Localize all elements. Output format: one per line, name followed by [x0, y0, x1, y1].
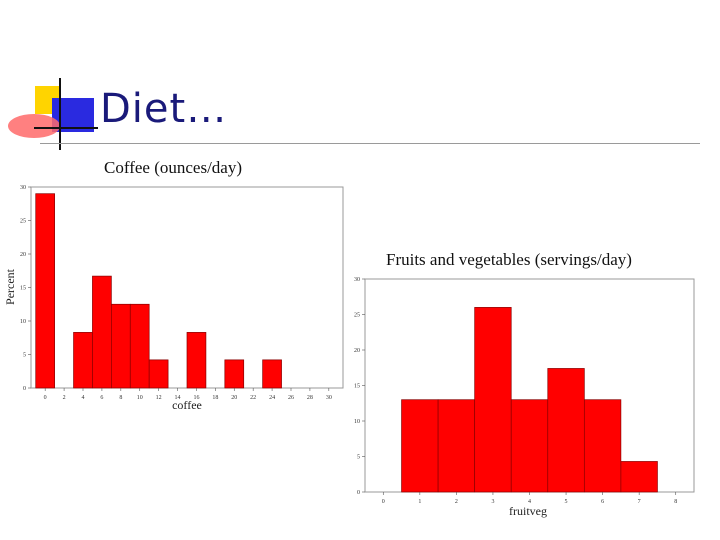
fruitveg-x-tick-label: 1: [418, 499, 421, 505]
coffee-x-tick-label: 10: [137, 395, 143, 401]
fruitveg-x-tick-label: 7: [638, 499, 641, 505]
coffee-bar: [35, 193, 55, 389]
fruitveg-x-tick-label: 5: [565, 499, 568, 505]
coffee-x-tick-label: 16: [193, 395, 199, 401]
slide-title: Diet…: [100, 86, 228, 132]
coffee-x-tick-label: 24: [269, 395, 275, 401]
fruitveg-y-tick-label: 20: [354, 348, 360, 354]
coffee-y-tick-label: 0: [23, 386, 26, 392]
coffee-y-tick-label: 30: [20, 185, 26, 191]
fruitveg-y-tick-label: 5: [357, 455, 360, 461]
coffee-bar: [73, 332, 93, 389]
coffee-x-tick-label: 18: [212, 395, 218, 401]
fruitveg-x-axis-label: fruitveg: [509, 504, 547, 518]
coffee-bar: [129, 303, 150, 389]
coffee-y-tick-label: 10: [20, 319, 26, 325]
template-logo-graphic: [8, 78, 98, 150]
fruitveg-bar: [583, 399, 622, 493]
coffee-bar: [92, 275, 112, 389]
fruitveg-x-tick-label: 6: [601, 499, 604, 505]
coffee-y-tick-label: 5: [23, 353, 26, 359]
coffee-bar: [111, 303, 131, 389]
coffee-x-tick-label: 30: [326, 395, 332, 401]
fruitveg-x-tick-label: 2: [455, 499, 458, 505]
coffee-y-tick-label: 20: [20, 252, 26, 258]
fruitveg-x-tick-label: 4: [528, 499, 531, 505]
coffee-x-tick-label: 14: [175, 395, 181, 401]
coffee-bar: [224, 359, 245, 389]
coffee-y-tick-label: 25: [20, 219, 26, 225]
fruitveg-y-tick-label: 15: [354, 384, 360, 390]
fruitveg-bar: [510, 399, 549, 493]
coffee-x-tick-label: 12: [156, 395, 162, 401]
coffee-y-tick-label: 15: [20, 286, 26, 292]
fruitveg-x-tick-label: 0: [382, 499, 385, 505]
fruitveg-bar: [474, 307, 512, 493]
coffee-x-tick-label: 0: [44, 395, 47, 401]
fruitveg-bar: [437, 399, 476, 493]
coffee-bar: [186, 332, 207, 389]
coffee-bar: [262, 359, 282, 389]
fruitveg-bar: [547, 368, 585, 493]
coffee-x-tick-label: 20: [231, 395, 237, 401]
fruitveg-y-tick-label: 25: [354, 313, 360, 319]
coffee-bar: [148, 359, 169, 389]
fruitveg-bar: [620, 461, 658, 493]
fruitveg-bar: [401, 399, 439, 493]
coffee-x-tick-label: 26: [288, 395, 294, 401]
coffee-chart-title: Coffee (ounces/day): [104, 158, 242, 177]
coffee-x-tick-label: 4: [82, 395, 85, 401]
logo-red-ellipse: [8, 114, 60, 138]
title-divider: [40, 143, 700, 144]
coffee-y-axis-label: Percent: [3, 268, 17, 305]
coffee-x-tick-label: 22: [250, 395, 256, 401]
coffee-x-axis-label: coffee: [172, 398, 202, 412]
fruitveg-y-tick-label: 30: [354, 277, 360, 283]
fruitveg-y-tick-label: 0: [357, 490, 360, 496]
fruitveg-y-tick-label: 10: [354, 419, 360, 425]
fruitveg-chart-title: Fruits and vegetables (servings/day): [386, 250, 632, 269]
fruitveg-x-tick-label: 8: [674, 499, 677, 505]
coffee-x-tick-label: 8: [119, 395, 122, 401]
coffee-x-tick-label: 6: [100, 395, 103, 401]
coffee-x-tick-label: 28: [307, 395, 313, 401]
fruitveg-x-tick-label: 3: [491, 499, 494, 505]
coffee-x-tick-label: 2: [63, 395, 66, 401]
